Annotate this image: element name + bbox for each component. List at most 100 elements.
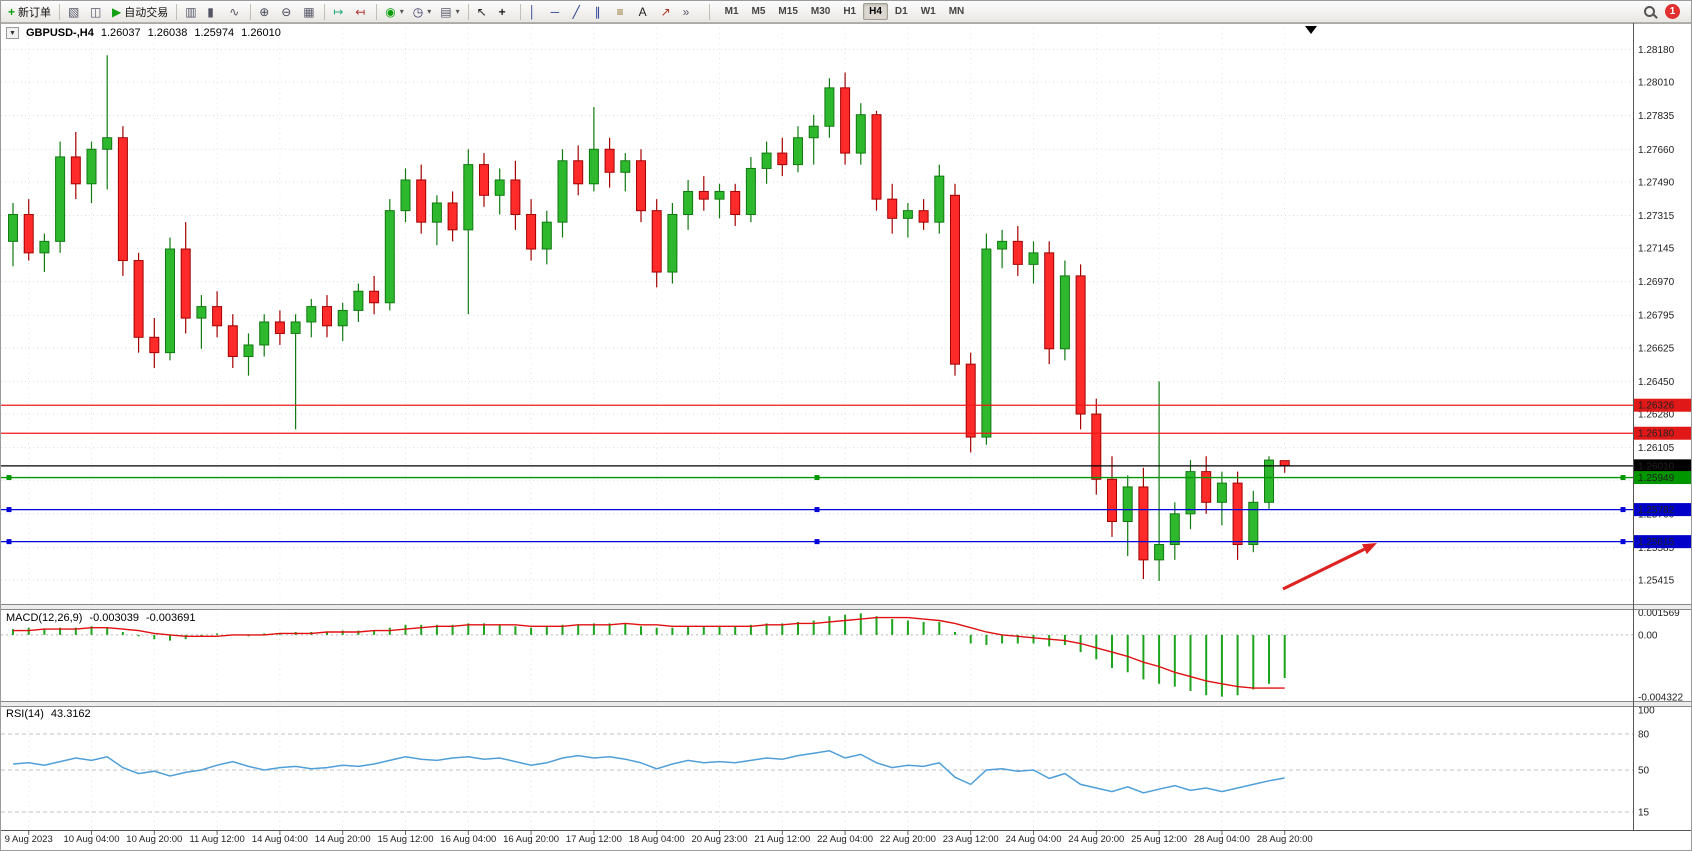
time-axis-label: 16 Aug 20:00 xyxy=(503,834,559,845)
symbol-dropdown-button[interactable]: ▼ xyxy=(6,27,19,39)
candle-down xyxy=(840,87,851,154)
shift-marker[interactable] xyxy=(1305,26,1317,34)
pane-backgrounds xyxy=(1,23,1691,850)
support-line-blue-upper-handle[interactable] xyxy=(6,507,12,513)
support-line-blue-upper-handle[interactable] xyxy=(814,507,820,513)
new-chart-button[interactable]: ▧ xyxy=(64,2,85,21)
support-line-blue-lower-handle[interactable] xyxy=(814,539,820,545)
candle-down xyxy=(1201,471,1212,503)
periods-button[interactable]: ◷ ▾ xyxy=(409,2,436,21)
chart-shift-button[interactable]: ↤ xyxy=(351,2,372,21)
horizontal-line-tool-button[interactable]: ─ xyxy=(547,2,568,21)
text-icon: A xyxy=(638,4,647,19)
support-line-green-handle[interactable] xyxy=(6,475,12,481)
candle-down xyxy=(1012,240,1023,265)
autotrading-button[interactable]: ▶ 自动交易 xyxy=(108,2,172,21)
rsi-axis-label: 15 xyxy=(1638,808,1650,819)
support-line-green-handle[interactable] xyxy=(814,475,820,481)
rsi-name: RSI(14) xyxy=(6,708,44,720)
time-axis-label: 15 Aug 12:00 xyxy=(378,834,434,845)
text-tool-button[interactable]: A xyxy=(635,2,656,21)
candle-up xyxy=(243,344,254,357)
ohlc-low: 1.25974 xyxy=(194,27,235,39)
time-axis-label: 11 Aug 12:00 xyxy=(189,834,244,845)
line-chart-mode-button[interactable]: ∿ xyxy=(225,2,246,21)
zoom-in-button[interactable]: ⊕ xyxy=(255,2,276,21)
time-axis-label: 22 Aug 04:00 xyxy=(817,834,873,845)
support-line-blue-upper-handle[interactable] xyxy=(1620,507,1626,513)
zoom-out-icon: ⊖ xyxy=(281,4,292,19)
candle-down xyxy=(479,164,489,196)
search-icon[interactable] xyxy=(1644,6,1655,17)
timeframe-M1[interactable]: M1 xyxy=(724,6,739,17)
candle-down xyxy=(117,137,128,262)
arrow-annotation[interactable] xyxy=(1282,547,1366,591)
candle-up xyxy=(431,202,442,223)
arrow-annotation-head[interactable] xyxy=(1362,543,1377,555)
new-order-button-label: 新订单 xyxy=(18,6,52,19)
tile-windows-button[interactable]: ▦ xyxy=(299,2,320,21)
indicators-button[interactable]: ◉ ▾ xyxy=(381,2,408,21)
toolbar-separator xyxy=(519,3,521,20)
chart-canvas[interactable]: 1.28180 1.28010 1.27835 1.27660 1.27490 1.273… xyxy=(1,23,1692,851)
timeframe-D1[interactable]: D1 xyxy=(894,6,908,17)
more-tools-icon: » xyxy=(682,4,690,19)
fibonacci-tool-button[interactable]: ≡ xyxy=(613,2,634,21)
cursor-tool-button[interactable]: ↖ xyxy=(473,2,494,21)
candle-up xyxy=(588,148,599,185)
crosshair-tool-button[interactable]: + xyxy=(495,2,516,21)
bar-chart-icon: ▥ xyxy=(185,4,197,19)
dropdown-caret-icon: ▾ xyxy=(455,7,460,16)
support-line-blue-lower-handle[interactable] xyxy=(6,539,12,545)
candle-up xyxy=(306,306,317,323)
toolbar-separator xyxy=(324,3,326,20)
support-line-blue-lower-price-badge xyxy=(1634,535,1691,549)
timeframe-W1[interactable]: W1 xyxy=(920,6,936,17)
timeframe-H4[interactable]: H4 xyxy=(863,3,888,20)
zoom-out-button[interactable]: ⊖ xyxy=(277,2,298,21)
timeframe-H1[interactable]: H1 xyxy=(843,6,857,17)
toolbar-separator xyxy=(59,3,61,20)
price-axis-label: 1.26105 xyxy=(1638,443,1675,454)
candle-down xyxy=(212,306,223,327)
price-axis-label: 1.25415 xyxy=(1638,576,1675,587)
time-axis-label: 24 Aug 04:00 xyxy=(1006,834,1062,845)
candle-down xyxy=(1091,413,1102,480)
annotations[interactable] xyxy=(1282,543,1377,591)
horizontal-line-icon: ─ xyxy=(550,4,560,19)
candle-down xyxy=(1075,275,1086,415)
arrows-tool-button[interactable]: ↗ xyxy=(657,2,678,21)
notification-badge[interactable]: 1 xyxy=(1665,4,1680,19)
price-axis-label: 1.26280 xyxy=(1638,410,1675,421)
templates-button[interactable]: ▤ ▾ xyxy=(436,2,463,21)
support-line-blue-lower-handle[interactable] xyxy=(1620,539,1626,545)
vertical-line-tool-button[interactable]: │ xyxy=(525,2,546,21)
bar-chart-mode-button[interactable]: ▥ xyxy=(181,2,202,21)
time-axis[interactable]: 9 Aug 2023 10 Aug 04:00 10 Aug 20:00 11 Aug… xyxy=(5,834,1313,845)
candle-down xyxy=(918,210,929,223)
candle-up xyxy=(1028,252,1039,265)
channel-tool-button[interactable]: ∥ xyxy=(591,2,612,21)
time-axis-label: 22 Aug 20:00 xyxy=(880,834,936,845)
timeframe-M15[interactable]: M15 xyxy=(778,6,798,17)
macd-axis-label: 0.00 xyxy=(1638,630,1658,641)
timeframe-MN[interactable]: MN xyxy=(948,6,965,17)
more-tools-button[interactable]: » xyxy=(679,2,700,21)
support-line-green-handle[interactable] xyxy=(1620,475,1626,481)
candle-down xyxy=(227,325,238,357)
candle-up xyxy=(902,210,913,219)
new-order-button[interactable]: + 新订单 xyxy=(4,2,55,21)
candle-up xyxy=(1154,544,1165,561)
toolbar-separator xyxy=(467,3,469,20)
crosshair-icon: + xyxy=(498,4,506,19)
arrow-tool-icon: ↗ xyxy=(660,4,671,19)
auto-scroll-button[interactable]: ↦ xyxy=(329,2,350,21)
timeframe-M5[interactable]: M5 xyxy=(751,6,766,17)
profiles-button[interactable]: ◫ xyxy=(86,2,107,21)
timeframe-M30[interactable]: M30 xyxy=(810,6,831,17)
candlestick-mode-button[interactable]: ▮ xyxy=(203,2,224,21)
candle-up xyxy=(165,248,175,354)
trendline-tool-button[interactable]: ╱ xyxy=(569,2,590,21)
